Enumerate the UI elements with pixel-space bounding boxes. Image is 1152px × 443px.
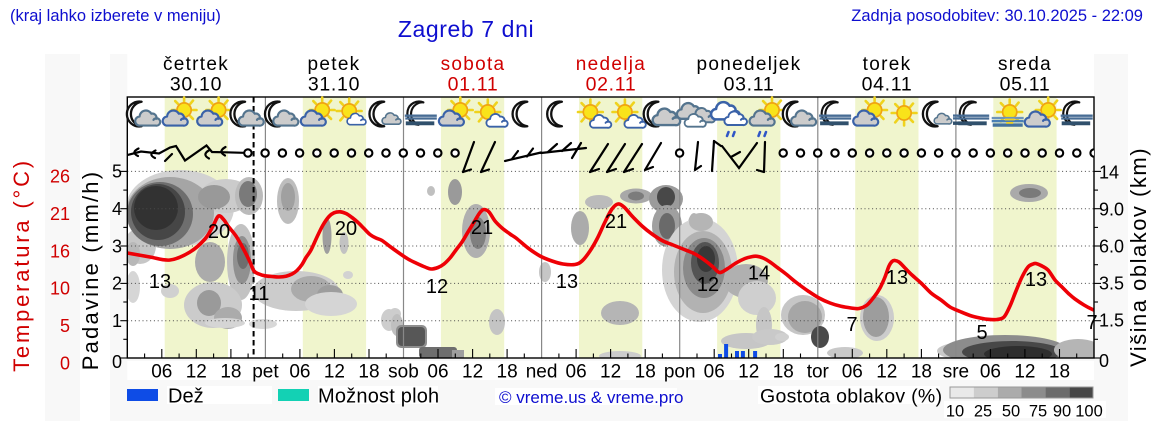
svg-text:06: 06 <box>427 362 448 383</box>
svg-text:02.11: 02.11 <box>586 74 637 96</box>
svg-text:12: 12 <box>426 276 448 298</box>
svg-text:13: 13 <box>556 271 578 293</box>
svg-text:21: 21 <box>471 217 493 239</box>
svg-text:21: 21 <box>605 211 627 233</box>
svg-text:14: 14 <box>748 263 770 285</box>
svg-text:9.0: 9.0 <box>1099 199 1124 219</box>
svg-text:sreda: sreda <box>998 54 1052 75</box>
svg-text:Dež: Dež <box>168 386 204 408</box>
svg-text:20: 20 <box>208 221 230 243</box>
svg-text:18: 18 <box>773 362 794 383</box>
svg-text:21: 21 <box>50 204 70 224</box>
svg-text:© vreme.us & vreme.pro: © vreme.us & vreme.pro <box>499 388 683 407</box>
svg-text:13: 13 <box>886 267 908 289</box>
svg-text:Zagreb 7 dni: Zagreb 7 dni <box>398 16 534 42</box>
svg-text:18: 18 <box>1049 362 1070 383</box>
svg-text:18: 18 <box>911 362 932 383</box>
svg-text:sob: sob <box>388 362 419 383</box>
svg-text:2: 2 <box>112 274 122 294</box>
svg-text:12: 12 <box>462 362 483 383</box>
svg-text:06: 06 <box>566 362 587 383</box>
svg-text:0: 0 <box>60 353 70 373</box>
svg-text:0: 0 <box>112 352 122 372</box>
svg-text:11: 11 <box>249 283 270 305</box>
svg-text:18: 18 <box>358 362 379 383</box>
svg-text:5: 5 <box>60 316 70 336</box>
svg-text:torek: torek <box>863 54 912 75</box>
svg-text:3.5: 3.5 <box>1099 273 1124 293</box>
svg-text:01.11: 01.11 <box>448 74 499 96</box>
svg-text:6.0: 6.0 <box>1099 236 1124 256</box>
svg-text:31.10: 31.10 <box>308 74 360 96</box>
svg-text:26: 26 <box>50 167 70 187</box>
svg-text:Gostota oblakov (%): Gostota oblakov (%) <box>760 386 942 408</box>
svg-text:06: 06 <box>842 362 863 383</box>
svg-text:petek: petek <box>308 54 361 75</box>
svg-text:06: 06 <box>704 362 725 383</box>
svg-text:03.11: 03.11 <box>724 74 775 96</box>
svg-text:pet: pet <box>252 362 279 383</box>
svg-text:četrtek: četrtek <box>163 54 229 75</box>
svg-text:12: 12 <box>600 362 621 383</box>
svg-text:100: 100 <box>1075 403 1103 421</box>
svg-text:4: 4 <box>112 199 122 219</box>
svg-text:tor: tor <box>807 362 830 383</box>
svg-text:06: 06 <box>289 362 310 383</box>
svg-text:16: 16 <box>50 241 70 261</box>
svg-text:12: 12 <box>324 362 345 383</box>
svg-text:Možnost ploh: Možnost ploh <box>318 386 439 408</box>
svg-text:7: 7 <box>1086 312 1097 334</box>
svg-text:sobota: sobota <box>441 54 506 75</box>
svg-text:Padavine (mm/h): Padavine (mm/h) <box>78 170 103 371</box>
svg-text:12: 12 <box>738 362 759 383</box>
svg-text:1.5: 1.5 <box>1099 310 1124 330</box>
svg-text:13: 13 <box>1025 269 1047 291</box>
svg-text:5: 5 <box>976 322 987 344</box>
svg-text:Zadnja posodobitev: 30.10.2025: Zadnja posodobitev: 30.10.2025 - 22:09 <box>851 7 1143 25</box>
svg-text:25: 25 <box>974 403 992 421</box>
svg-text:75: 75 <box>1029 403 1047 421</box>
svg-text:Temperatura (°C): Temperatura (°C) <box>9 158 34 372</box>
svg-text:12: 12 <box>186 362 207 383</box>
svg-text:12: 12 <box>1014 362 1035 383</box>
svg-text:sre: sre <box>943 362 969 383</box>
svg-text:1: 1 <box>112 311 122 331</box>
svg-text:20: 20 <box>335 218 357 240</box>
svg-text:04.11: 04.11 <box>862 74 913 96</box>
svg-text:10: 10 <box>946 403 964 421</box>
svg-text:12: 12 <box>697 274 719 296</box>
svg-text:7: 7 <box>846 314 857 336</box>
svg-text:06: 06 <box>980 362 1001 383</box>
svg-text:5: 5 <box>112 162 122 182</box>
svg-text:nedelja: nedelja <box>576 54 646 75</box>
svg-text:0: 0 <box>1099 351 1109 371</box>
svg-text:pon: pon <box>664 362 696 383</box>
svg-text:90: 90 <box>1053 403 1071 421</box>
svg-text:14: 14 <box>1099 162 1119 182</box>
svg-text:ned: ned <box>526 362 558 383</box>
svg-text:18: 18 <box>635 362 656 383</box>
svg-text:ponedeljek: ponedeljek <box>697 54 802 75</box>
svg-text:18: 18 <box>497 362 518 383</box>
svg-text:18: 18 <box>220 362 241 383</box>
svg-text:10: 10 <box>50 279 70 299</box>
svg-text:12: 12 <box>876 362 897 383</box>
svg-text:3: 3 <box>112 236 122 256</box>
svg-text:50: 50 <box>1002 403 1020 421</box>
svg-text:13: 13 <box>149 271 171 293</box>
svg-text:06: 06 <box>151 362 172 383</box>
svg-text:(kraj lahko izberete v meniju): (kraj lahko izberete v meniju) <box>10 7 221 25</box>
svg-text:Višina oblakov (km): Višina oblakov (km) <box>1126 147 1151 367</box>
svg-text:30.10: 30.10 <box>170 74 222 96</box>
svg-text:05.11: 05.11 <box>1000 74 1051 96</box>
